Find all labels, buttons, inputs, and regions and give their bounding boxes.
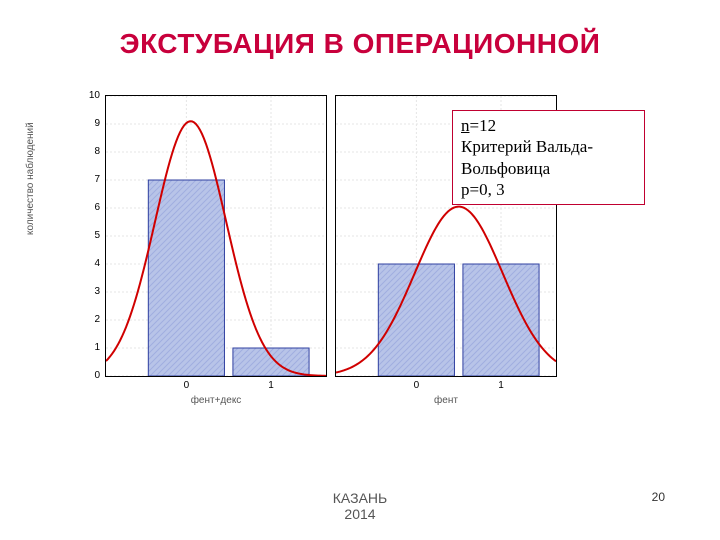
slide-title: ЭКСТУБАЦИЯ В ОПЕРАЦИОННОЙ [0, 28, 720, 60]
x-tick: 1 [268, 380, 274, 391]
y-tick: 9 [82, 118, 100, 129]
x-tick: 1 [498, 380, 504, 391]
y-tick: 4 [82, 258, 100, 269]
y-tick: 7 [82, 174, 100, 185]
footer: КАЗАНЬ 2014 [0, 490, 720, 522]
y-tick: 5 [82, 230, 100, 241]
x-tick: 0 [414, 380, 420, 391]
y-tick: 2 [82, 314, 100, 325]
x-tick: 0 [184, 380, 190, 391]
stats-info-box: n=12Критерий Вальда-Вольфовицаp=0, 3 [452, 110, 645, 205]
bar [463, 264, 539, 376]
y-axis-label: количество наблюдений [25, 122, 36, 235]
x-axis-label: фент [336, 395, 556, 406]
slide-number: 20 [652, 490, 665, 504]
y-tick: 8 [82, 146, 100, 157]
y-tick: 6 [82, 202, 100, 213]
y-tick: 10 [82, 90, 100, 101]
footer-year: 2014 [344, 506, 375, 522]
bar [233, 348, 309, 376]
y-tick: 0 [82, 370, 100, 381]
bar [148, 180, 224, 376]
chart-panel-0: 01фент+декс012345678910 [105, 95, 327, 377]
y-tick: 3 [82, 286, 100, 297]
x-axis-label: фент+декс [106, 395, 326, 406]
bar [378, 264, 454, 376]
footer-location: КАЗАНЬ [333, 490, 387, 506]
y-tick: 1 [82, 342, 100, 353]
